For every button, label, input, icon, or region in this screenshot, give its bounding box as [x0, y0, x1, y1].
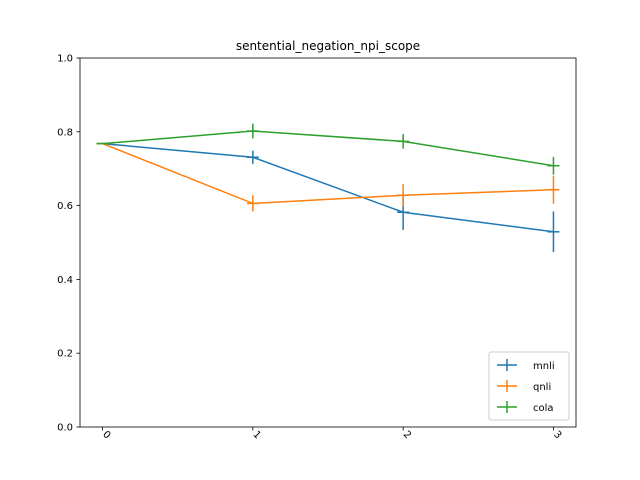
y-tick-label: 0.0 — [57, 423, 73, 434]
legend-label-qnli: qnli — [533, 382, 551, 393]
series-line-cola — [102, 130, 554, 167]
plot-area — [96, 123, 560, 253]
y-tick-label: 1.0 — [57, 54, 73, 65]
y-tick-label: 0.4 — [57, 275, 73, 286]
legend: mnli qnli cola — [488, 351, 570, 421]
series-line-qnli — [102, 142, 554, 205]
y-tick-label: 0.8 — [57, 127, 73, 138]
legend-label-mnli: mnli — [533, 361, 555, 372]
legend-label-cola: cola — [533, 403, 554, 414]
legend-box — [488, 351, 570, 421]
y-tick-label: 0.6 — [57, 201, 73, 212]
axes-frame — [79, 57, 577, 428]
series-line-mnli — [102, 142, 554, 233]
y-tick-label: 0.2 — [57, 349, 73, 360]
chart-title: sentential_negation_npi_scope — [236, 39, 420, 53]
